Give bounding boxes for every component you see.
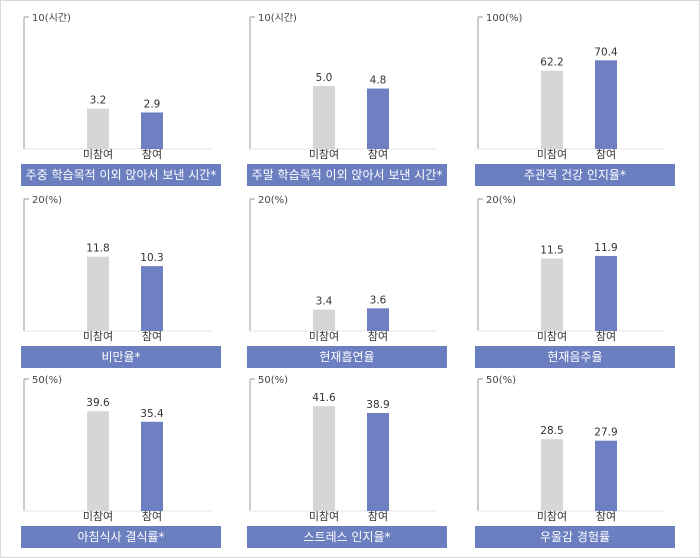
value-label: 11.5 — [540, 245, 563, 257]
y-axis-top-label: 50(%) — [32, 375, 62, 386]
value-label: 3.6 — [370, 294, 387, 306]
chart-caption: 스트레스 인지율* — [247, 526, 447, 548]
bar-participant — [141, 112, 163, 149]
y-axis-top-label: 10(시간) — [32, 13, 71, 24]
y-axis-top-label: 50(%) — [486, 375, 516, 386]
category-label: 참여 — [367, 330, 389, 343]
chart-plot: 20(%) 3.4 3.6 — [249, 195, 437, 332]
value-label: 2.9 — [144, 98, 161, 110]
chart-plot: 50(%) 39.6 35.4 — [23, 375, 211, 512]
value-label: 4.8 — [370, 75, 387, 87]
chart-plot: 10(시간) 5.0 4.8 — [249, 13, 437, 150]
category-label: 미참여 — [536, 510, 568, 523]
category-label: 참여 — [595, 330, 617, 343]
bar-non-participant — [87, 256, 109, 331]
bar-participant — [141, 266, 163, 331]
value-label: 41.6 — [312, 392, 336, 404]
chart-plot: 50(%) 28.5 27.9 — [477, 375, 665, 512]
bar-non-participant — [313, 86, 335, 149]
bar-participant — [595, 60, 617, 149]
bar-non-participant — [541, 70, 563, 149]
value-label: 3.2 — [90, 95, 107, 107]
category-label: 참여 — [367, 510, 389, 523]
chart-plot: 20(%) 11.5 11.9 — [477, 195, 665, 332]
chart-caption: 비만율* — [21, 346, 221, 368]
category-label: 미참여 — [308, 510, 340, 523]
category-label: 미참여 — [536, 148, 568, 161]
value-label: 5.0 — [316, 72, 333, 84]
category-label: 미참여 — [82, 510, 114, 523]
bar-non-participant — [87, 108, 109, 149]
bar-non-participant — [541, 439, 563, 511]
chart-caption: 아침식사 결식률* — [21, 526, 221, 548]
value-label: 10.3 — [140, 252, 163, 264]
category-label: 참여 — [141, 148, 163, 161]
bar-non-participant — [87, 411, 109, 511]
value-label: 28.5 — [540, 425, 563, 437]
chart-caption: 현재흡연율 — [247, 346, 447, 368]
y-axis-top-label: 20(%) — [486, 195, 516, 206]
y-axis-top-label: 50(%) — [258, 375, 288, 386]
value-label: 70.4 — [594, 46, 618, 58]
value-label: 11.8 — [86, 243, 109, 255]
category-label: 미참여 — [82, 148, 114, 161]
y-axis-top-label: 20(%) — [32, 195, 62, 206]
value-label: 11.9 — [594, 242, 617, 254]
chart-caption: 현재음주율 — [475, 346, 675, 368]
category-label: 미참여 — [308, 330, 340, 343]
bar-participant — [367, 308, 389, 331]
category-label: 참여 — [595, 510, 617, 523]
chart-plot: 20(%) 11.8 10.3 — [23, 195, 211, 332]
bar-participant — [141, 421, 163, 511]
bar-non-participant — [541, 258, 563, 331]
bar-non-participant — [313, 406, 335, 511]
chart-plot: 100(%) 62.2 70.4 — [477, 13, 665, 150]
category-label: 미참여 — [82, 330, 114, 343]
chart-caption: 우울감 경험률 — [475, 526, 675, 548]
value-label: 35.4 — [140, 408, 164, 420]
bar-participant — [367, 88, 389, 149]
chart-plot: 50(%) 41.6 38.9 — [249, 375, 437, 512]
y-axis-top-label: 100(%) — [486, 13, 522, 24]
value-label: 38.9 — [366, 399, 389, 411]
category-label: 미참여 — [308, 148, 340, 161]
category-label: 참여 — [595, 148, 617, 161]
chart-caption: 주말 학습목적 이외 앉아서 보낸 시간* — [247, 164, 447, 186]
bar-participant — [367, 412, 389, 511]
value-label: 62.2 — [540, 57, 563, 69]
value-label: 39.6 — [86, 397, 110, 409]
chart-caption: 주중 학습목적 이외 앉아서 보낸 시간* — [21, 164, 221, 186]
chart-plot: 10(시간) 3.2 2.9 — [23, 13, 211, 150]
bar-participant — [595, 256, 617, 331]
bar-participant — [595, 440, 617, 511]
category-label: 참여 — [367, 148, 389, 161]
value-label: 3.4 — [316, 296, 333, 308]
y-axis-top-label: 20(%) — [258, 195, 288, 206]
value-label: 27.9 — [594, 427, 617, 439]
category-label: 미참여 — [536, 330, 568, 343]
category-label: 참여 — [141, 510, 163, 523]
category-label: 참여 — [141, 330, 163, 343]
bar-non-participant — [313, 309, 335, 331]
y-axis-top-label: 10(시간) — [258, 13, 297, 24]
chart-caption: 주관적 건강 인지율* — [475, 164, 675, 186]
